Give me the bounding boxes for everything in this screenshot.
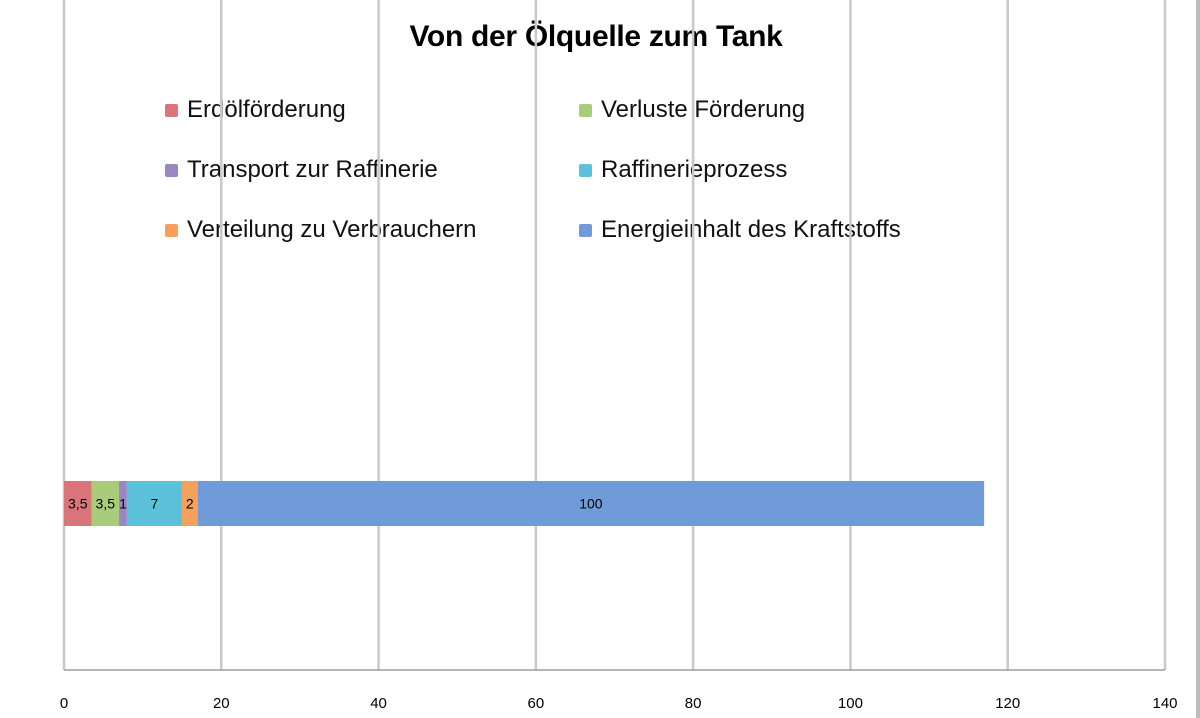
x-tick-label: 80 bbox=[685, 695, 702, 712]
x-tick-label: 60 bbox=[528, 695, 545, 712]
legend-label: Transport zur Raffinerie bbox=[187, 156, 438, 183]
bar-segment bbox=[197, 481, 985, 526]
legend-swatch-icon bbox=[579, 163, 592, 177]
legend-label: Erdölförderung bbox=[187, 96, 346, 123]
legend-label: Verteilung zu Verbrauchern bbox=[187, 216, 477, 243]
bar-data-label: 2 bbox=[186, 496, 194, 512]
bars: 3,5 3,5 1 7 2 100 bbox=[64, 481, 985, 526]
x-tick-label: 140 bbox=[1152, 695, 1177, 712]
legend-swatch-icon bbox=[165, 103, 178, 117]
bar-data-label: 100 bbox=[579, 496, 603, 512]
x-tick-label: 40 bbox=[370, 695, 387, 712]
bar-segment bbox=[64, 481, 92, 526]
legend-label: Verluste Förderung bbox=[601, 96, 806, 123]
bar-data-label: 3,5 bbox=[68, 496, 88, 512]
x-tick-label: 100 bbox=[838, 695, 863, 712]
x-tick-label: 120 bbox=[995, 695, 1020, 712]
bar-data-label: 3,5 bbox=[96, 496, 116, 512]
legend-swatch-icon bbox=[579, 103, 592, 117]
chart-title: Von der Ölquelle zum Tank bbox=[409, 20, 783, 53]
x-tick-label: 20 bbox=[213, 695, 230, 712]
legend-item-transport: Transport zur Raffinerie bbox=[165, 155, 438, 185]
window-edge bbox=[1196, 0, 1200, 718]
legend-item-verteilung: Verteilung zu Verbrauchern bbox=[165, 215, 477, 245]
bar-segment bbox=[126, 481, 182, 526]
bar-data-label: 7 bbox=[151, 496, 159, 512]
legend-item-erdoelfoerderung: Erdölförderung bbox=[165, 95, 346, 125]
bar-segment bbox=[119, 481, 127, 526]
bar-segment bbox=[181, 481, 198, 526]
legend-swatch-icon bbox=[165, 163, 178, 177]
legend-swatch-icon bbox=[579, 223, 592, 237]
gridlines bbox=[62, 0, 1167, 671]
x-tick-label: 0 bbox=[60, 695, 68, 712]
bar-data-label: 1 bbox=[119, 496, 127, 512]
x-axis-ticks: 0 20 40 60 80 100 120 140 bbox=[60, 695, 1178, 712]
bar-segment bbox=[91, 481, 120, 526]
legend-item-verluste-foerderung: Verluste Förderung bbox=[579, 95, 805, 125]
legend-swatch-icon bbox=[165, 223, 178, 237]
